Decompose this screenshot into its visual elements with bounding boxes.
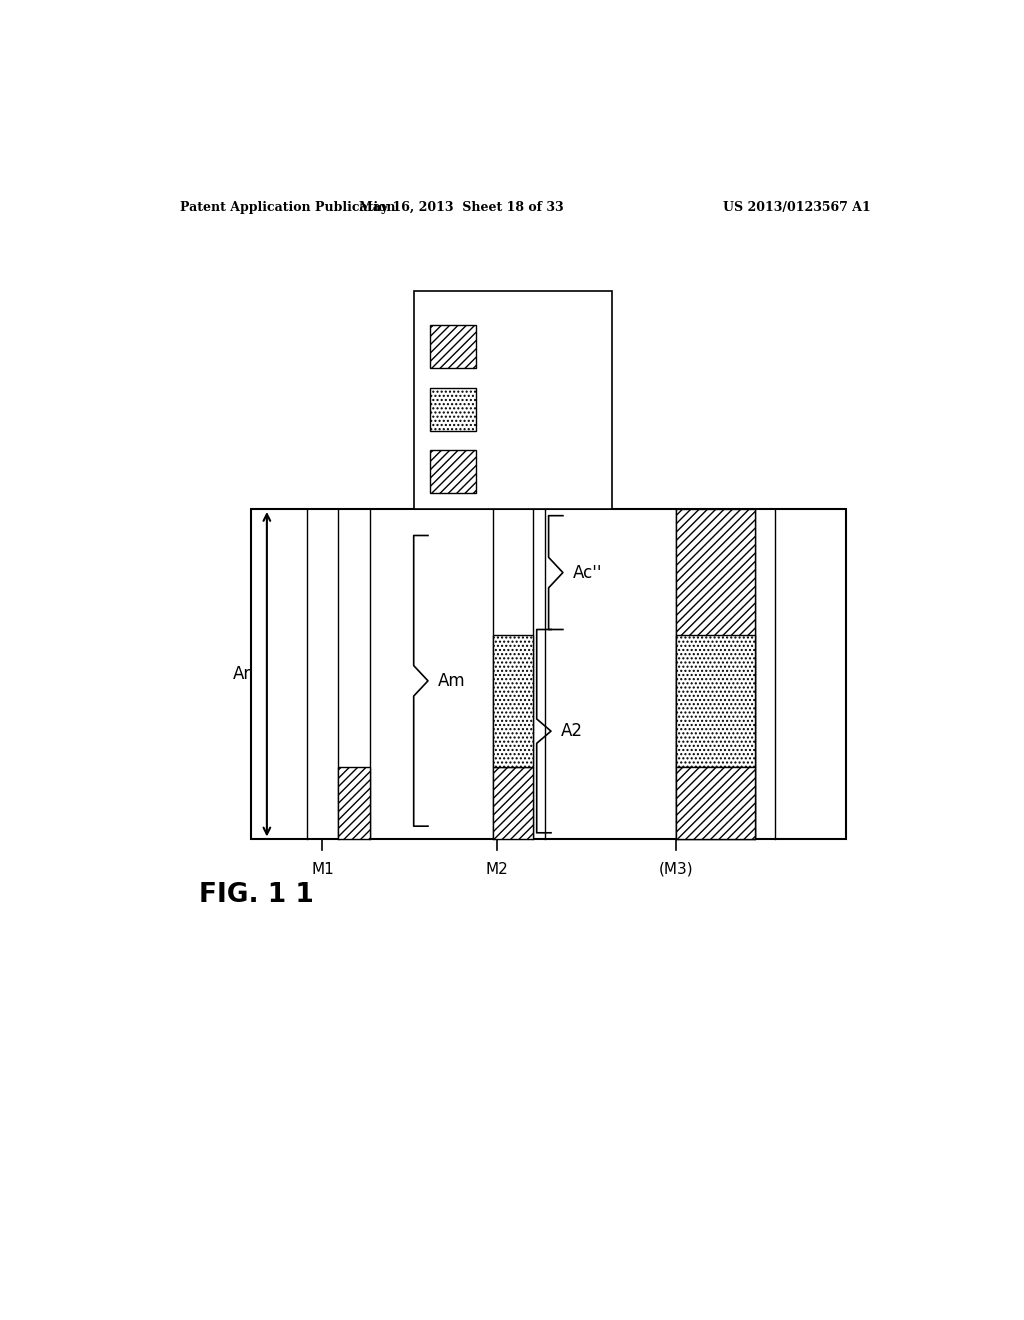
Bar bbox=[676, 635, 755, 767]
Text: Patent Application Publication: Patent Application Publication bbox=[179, 201, 395, 214]
Text: Ar: Ar bbox=[232, 665, 251, 684]
Text: Ac'': Ac'' bbox=[494, 338, 522, 355]
Bar bbox=[430, 388, 475, 430]
Bar bbox=[414, 290, 612, 510]
Text: A1: A1 bbox=[494, 462, 515, 480]
Text: Ac'': Ac'' bbox=[572, 564, 602, 582]
Bar bbox=[338, 767, 370, 840]
Text: (M3): (M3) bbox=[658, 862, 693, 876]
Bar bbox=[494, 767, 532, 840]
Bar bbox=[676, 767, 755, 840]
Text: May 16, 2013  Sheet 18 of 33: May 16, 2013 Sheet 18 of 33 bbox=[359, 201, 563, 214]
Bar bbox=[251, 510, 846, 840]
Text: A2: A2 bbox=[560, 722, 583, 741]
Text: Am: Am bbox=[437, 672, 465, 690]
Text: M1: M1 bbox=[311, 862, 334, 876]
Text: M2: M2 bbox=[485, 862, 508, 876]
Bar bbox=[676, 510, 755, 840]
Bar bbox=[430, 326, 475, 368]
Text: FIG. 1 1: FIG. 1 1 bbox=[200, 882, 314, 908]
Text: Ac': Ac' bbox=[494, 400, 518, 418]
Bar bbox=[430, 450, 475, 492]
Bar bbox=[494, 635, 532, 767]
Text: US 2013/0123567 A1: US 2013/0123567 A1 bbox=[723, 201, 871, 214]
